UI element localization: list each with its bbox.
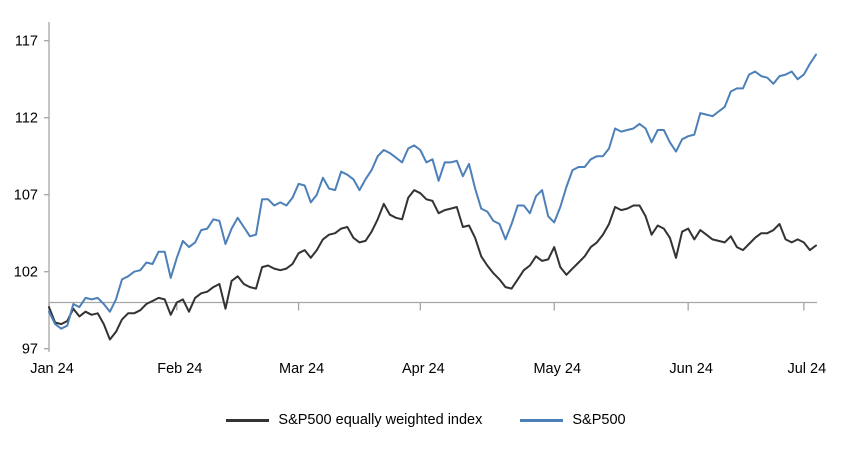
y-axis-tick-label: 112 bbox=[15, 111, 38, 127]
x-axis-tick-label: Mar 24 bbox=[279, 361, 324, 377]
x-axis-tick-label: May 24 bbox=[533, 361, 581, 377]
legend-item-sp500: S&P500 bbox=[520, 412, 626, 428]
chart-legend: S&P500 equally weighted index S&P500 bbox=[0, 412, 852, 428]
y-axis-tick-label: 117 bbox=[15, 34, 38, 50]
legend-line-sample-equal-weight bbox=[226, 418, 270, 422]
x-axis-tick-label: Jul 24 bbox=[787, 361, 826, 377]
y-axis-tick-label: 97 bbox=[22, 342, 38, 358]
x-axis-tick-label: Feb 24 bbox=[157, 361, 202, 377]
x-axis-tick-label: Jun 24 bbox=[669, 361, 713, 377]
series-line-sp500 bbox=[48, 53, 817, 330]
x-axis-tick-label: Apr 24 bbox=[402, 361, 445, 377]
legend-label-equal-weight: S&P500 equally weighted index bbox=[278, 412, 483, 428]
legend-line-sample-sp500 bbox=[520, 418, 564, 422]
legend-label-sp500: S&P500 bbox=[572, 412, 626, 428]
y-axis-tick-label: 102 bbox=[14, 265, 38, 281]
legend-item-sp500-equal-weight: S&P500 equally weighted index bbox=[226, 412, 482, 428]
x-axis-tick-label: Jan 24 bbox=[30, 361, 74, 377]
y-axis-tick-label: 107 bbox=[14, 188, 38, 204]
series-line-sp500-equal-weight bbox=[48, 189, 817, 341]
